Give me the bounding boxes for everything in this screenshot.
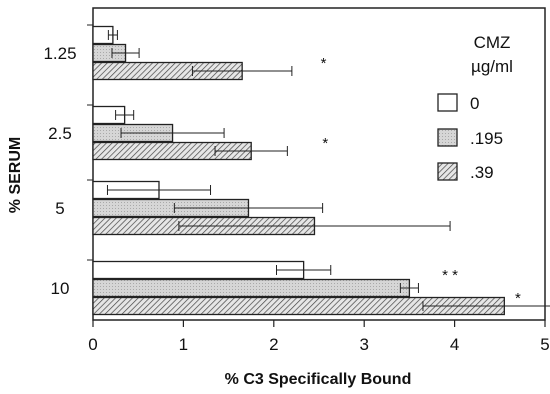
significance-star: * * <box>442 267 458 284</box>
significance-annotations: * * * * * <box>321 55 521 307</box>
x-axis-title: % C3 Specifically Bound <box>225 371 412 388</box>
significance-star: * <box>322 135 328 152</box>
legend-entry-label: .195 <box>470 129 503 148</box>
category-label: 2.5 <box>48 124 72 143</box>
legend-title: CMZ <box>474 33 511 52</box>
error-bars-group <box>106 30 550 311</box>
bar-0-10 <box>92 260 305 280</box>
legend-entry-label: 0 <box>470 94 479 113</box>
x-axis-ticks: 0 1 2 3 4 5 <box>88 320 550 354</box>
legend-entry-label: .39 <box>470 163 494 182</box>
x-tick-label: 2 <box>269 335 278 354</box>
y-axis-title: % SERUM <box>7 137 24 213</box>
category-label: 5 <box>55 199 64 218</box>
significance-star: * <box>321 55 327 72</box>
x-tick-label: 5 <box>540 335 549 354</box>
x-tick-label: 4 <box>450 335 459 354</box>
x-tick-label: 1 <box>179 335 188 354</box>
legend-swatch <box>437 128 458 147</box>
x-tick-label: 0 <box>88 335 97 354</box>
category-label: 1.25 <box>43 44 76 63</box>
plot-frame <box>92 7 546 321</box>
legend-swatch <box>437 93 458 112</box>
legend-swatch <box>437 162 458 181</box>
category-label: 10 <box>51 279 70 298</box>
plot-area <box>92 7 546 321</box>
y-axis-categories: 1.25 2.5 5 10 <box>43 24 93 298</box>
legend-title-units: µg/ml <box>471 57 513 76</box>
bar-p195-10 <box>92 278 411 298</box>
significance-star: * <box>515 290 521 307</box>
legend: CMZ µg/ml 0 .195 .39 <box>437 33 513 182</box>
x-tick-label: 3 <box>359 335 368 354</box>
